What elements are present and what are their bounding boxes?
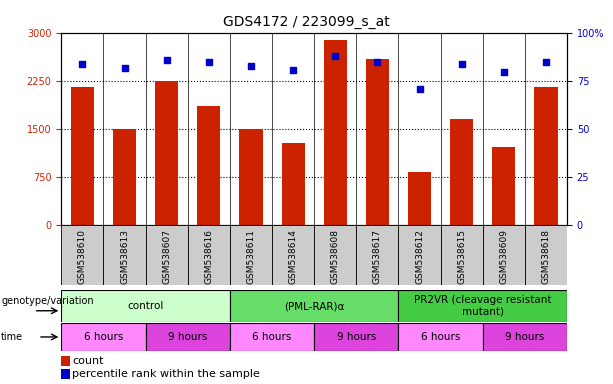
Text: GSM538607: GSM538607 <box>162 229 171 284</box>
Point <box>330 53 340 60</box>
Text: GSM538616: GSM538616 <box>204 229 213 284</box>
Bar <box>272 225 314 285</box>
Text: 9 hours: 9 hours <box>168 332 207 342</box>
Bar <box>70 86 94 225</box>
Text: genotype/variation: genotype/variation <box>1 296 94 306</box>
Bar <box>492 147 516 225</box>
Text: GSM538609: GSM538609 <box>500 229 508 284</box>
Text: GSM538615: GSM538615 <box>457 229 466 284</box>
Bar <box>188 225 230 285</box>
Bar <box>104 225 145 285</box>
Bar <box>230 323 314 351</box>
Text: PR2VR (cleavage resistant
mutant): PR2VR (cleavage resistant mutant) <box>414 295 552 317</box>
Bar <box>314 225 356 285</box>
Bar <box>366 59 389 225</box>
Bar <box>314 323 398 351</box>
Bar <box>239 129 262 225</box>
Point <box>541 59 551 65</box>
Text: percentile rank within the sample: percentile rank within the sample <box>72 369 260 379</box>
Bar <box>356 225 398 285</box>
Bar <box>61 290 230 322</box>
Bar <box>230 225 272 285</box>
Text: GSM538614: GSM538614 <box>289 229 297 284</box>
Text: GSM538613: GSM538613 <box>120 229 129 284</box>
Bar <box>324 40 347 225</box>
Bar <box>281 143 305 225</box>
Text: GSM538608: GSM538608 <box>331 229 340 284</box>
Bar <box>146 225 188 285</box>
Point <box>373 59 383 65</box>
Text: 6 hours: 6 hours <box>253 332 292 342</box>
Text: GSM538618: GSM538618 <box>541 229 550 284</box>
Bar <box>398 290 567 322</box>
Bar <box>230 290 398 322</box>
Text: 9 hours: 9 hours <box>505 332 544 342</box>
Bar <box>398 225 441 285</box>
Text: count: count <box>72 356 104 366</box>
Point <box>499 69 509 75</box>
Text: GSM538611: GSM538611 <box>246 229 256 284</box>
Text: GDS4172 / 223099_s_at: GDS4172 / 223099_s_at <box>223 15 390 29</box>
Text: 9 hours: 9 hours <box>337 332 376 342</box>
Text: 6 hours: 6 hours <box>421 332 460 342</box>
Bar <box>483 323 567 351</box>
Bar <box>155 81 178 225</box>
Point <box>414 86 424 92</box>
Bar <box>408 172 431 225</box>
Bar <box>441 225 483 285</box>
Bar <box>525 225 567 285</box>
Bar <box>197 106 221 225</box>
Bar <box>450 119 473 225</box>
Point <box>288 67 298 73</box>
Text: GSM538610: GSM538610 <box>78 229 87 284</box>
Text: GSM538617: GSM538617 <box>373 229 382 284</box>
Bar <box>535 86 558 225</box>
Text: GSM538612: GSM538612 <box>415 229 424 284</box>
Bar <box>61 323 146 351</box>
Point <box>246 63 256 69</box>
Point <box>204 59 214 65</box>
Bar <box>61 225 104 285</box>
Text: control: control <box>128 301 164 311</box>
Text: time: time <box>1 332 23 342</box>
Bar <box>398 323 483 351</box>
Bar <box>483 225 525 285</box>
Text: (PML-RAR)α: (PML-RAR)α <box>284 301 345 311</box>
Bar <box>61 356 70 366</box>
Point <box>162 57 172 63</box>
Point <box>457 61 466 67</box>
Bar <box>146 323 230 351</box>
Point <box>120 65 129 71</box>
Text: 6 hours: 6 hours <box>84 332 123 342</box>
Bar <box>61 369 70 379</box>
Point <box>77 61 87 67</box>
Bar <box>113 129 136 225</box>
